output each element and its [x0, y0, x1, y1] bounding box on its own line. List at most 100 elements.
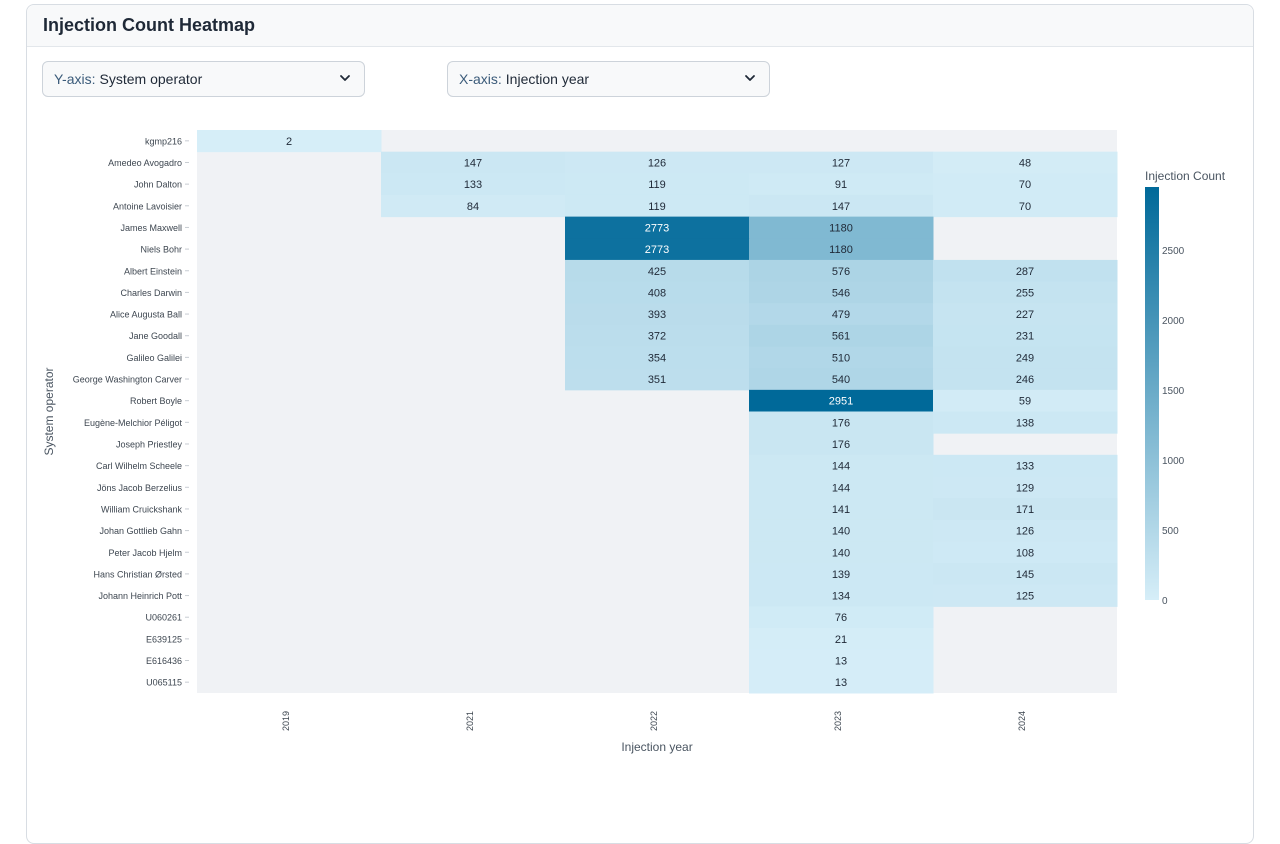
heatmap-cell	[565, 259, 750, 283]
cell-value-label: 561	[832, 331, 850, 343]
heatmap-cell	[749, 389, 934, 412]
cell-value-label: 119	[648, 201, 666, 213]
x-axis-select[interactable]: X-axis: Injection year	[447, 61, 770, 97]
cell-value-label: 59	[1019, 396, 1031, 408]
y-tick-label: U065115	[146, 678, 182, 688]
heatmap-cell	[933, 324, 1118, 348]
cell-value-label: 144	[832, 482, 850, 494]
y-tick-label: Hans Christian Ørsted	[93, 569, 182, 579]
cell-value-label: 2773	[645, 244, 669, 256]
cell-value-label: 479	[832, 309, 850, 321]
heatmap-cell	[565, 238, 750, 261]
heatmap-cell	[749, 628, 934, 651]
chevron-down-icon	[745, 75, 755, 81]
y-tick-label: Joseph Priestley	[116, 439, 183, 449]
heatmap-cell	[749, 173, 934, 196]
heatmap-cell	[565, 368, 750, 391]
heatmap-cell	[749, 238, 934, 261]
heatmap-cell	[749, 194, 934, 218]
cell-value-label: 246	[1016, 374, 1034, 386]
y-tick-label: Peter Jacob Hjelm	[108, 548, 182, 558]
y-axis-select-prefix: Y-axis:	[54, 71, 96, 87]
y-axis-select-value: System operator	[99, 71, 203, 87]
y-tick-label: Albert Einstein	[124, 266, 182, 276]
heatmap-cell	[933, 259, 1118, 283]
heatmap-cell	[565, 303, 750, 326]
heatmap-cell	[933, 173, 1118, 196]
y-tick-label: Eugène-Melchior Péligot	[84, 418, 183, 428]
heatmap-cell	[749, 584, 934, 607]
heatmap-cell	[933, 541, 1118, 564]
cell-value-label: 76	[835, 612, 847, 624]
cell-value-label: 227	[1016, 309, 1034, 321]
heatmap-cell	[565, 346, 750, 369]
colorbar-tick-label: 1500	[1162, 386, 1185, 397]
cell-value-label: 1180	[829, 244, 853, 256]
cell-value-label: 91	[835, 179, 847, 191]
cell-value-label: 125	[1016, 591, 1034, 603]
cell-value-label: 84	[467, 201, 479, 213]
heatmap-cell	[933, 454, 1118, 477]
heatmap-cell	[749, 454, 934, 477]
y-tick-label: Galileo Galilei	[126, 353, 182, 363]
x-tick-label: 2021	[465, 711, 475, 731]
cell-value-label: 119	[648, 179, 666, 191]
cell-value-label: 133	[464, 179, 482, 191]
cell-value-label: 540	[832, 374, 850, 386]
heatmap-cell	[565, 173, 750, 196]
y-axis-select[interactable]: Y-axis: System operator	[42, 61, 365, 97]
cell-value-label: 145	[1016, 569, 1034, 581]
x-tick-label: 2019	[281, 711, 291, 731]
y-tick-label: Johann Heinrich Pott	[98, 591, 182, 601]
cell-value-label: 2951	[829, 396, 853, 408]
heatmap-cell	[933, 498, 1118, 521]
heatmap-cell	[565, 324, 750, 348]
heatmap-cell	[197, 130, 382, 153]
heatmap-cell	[933, 303, 1118, 326]
cell-value-label: 13	[835, 656, 847, 668]
y-tick-label: James Maxwell	[120, 223, 182, 233]
heatmap-cell	[381, 194, 566, 218]
cell-value-label: 13	[835, 677, 847, 689]
cell-value-label: 48	[1019, 157, 1031, 169]
cell-value-label: 147	[832, 201, 850, 213]
colorbar-title: Injection Count	[1145, 169, 1226, 183]
y-tick-label: William Cruickshank	[101, 504, 183, 514]
cell-value-label: 231	[1016, 331, 1034, 343]
y-axis-title: System operator	[42, 367, 56, 455]
heatmap-cell	[749, 498, 934, 521]
chevron-down-icon	[340, 75, 350, 81]
y-tick-label: Carl Wilhelm Scheele	[96, 461, 182, 471]
cell-value-label: 138	[1016, 417, 1034, 429]
heatmap-cell	[933, 584, 1118, 607]
cell-value-label: 144	[832, 461, 850, 473]
heatmap-cell	[749, 324, 934, 348]
heatmap-cell	[933, 563, 1118, 586]
heatmap-cell	[933, 281, 1118, 304]
heatmap-cell	[933, 389, 1118, 412]
cell-value-label: 147	[464, 157, 482, 169]
cell-value-label: 141	[832, 504, 850, 516]
x-axis-select-prefix: X-axis:	[459, 71, 502, 87]
heatmap-cell	[749, 563, 934, 586]
x-tick-label: 2024	[1017, 711, 1027, 731]
cell-value-label: 2	[286, 136, 292, 148]
heatmap-cell	[749, 411, 934, 434]
cell-value-label: 176	[832, 417, 850, 429]
heatmap-cell	[933, 346, 1118, 369]
heatmap-cell	[381, 151, 566, 174]
cell-value-label: 354	[648, 352, 666, 364]
cell-value-label: 372	[648, 331, 666, 343]
cell-value-label: 249	[1016, 352, 1034, 364]
y-tick-label: John Dalton	[134, 180, 182, 190]
cell-value-label: 255	[1016, 287, 1034, 299]
colorbar-tick-label: 2500	[1162, 246, 1185, 257]
cell-value-label: 127	[832, 157, 850, 169]
cell-value-label: 129	[1016, 482, 1034, 494]
heatmap-cell	[749, 151, 934, 174]
colorbar-tick-label: 500	[1162, 526, 1179, 537]
y-tick-label: Robert Boyle	[130, 396, 182, 406]
y-tick-label: Jane Goodall	[129, 331, 182, 341]
heatmap-cell	[565, 151, 750, 174]
y-tick-label: Amedeo Avogadro	[108, 158, 182, 168]
